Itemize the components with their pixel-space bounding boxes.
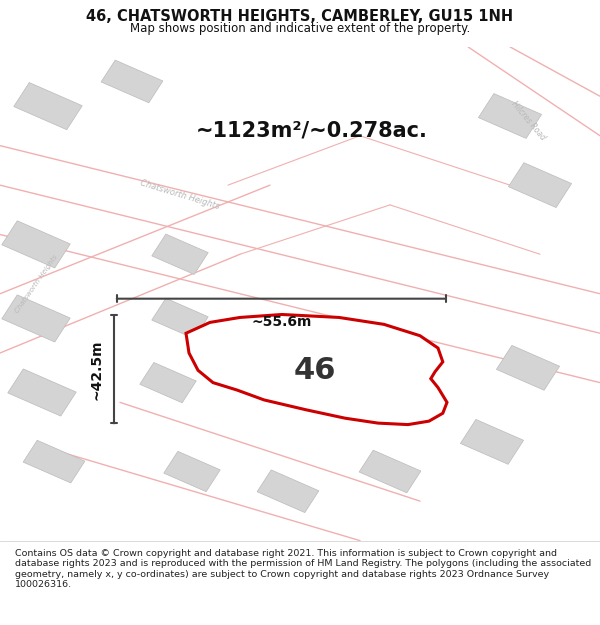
Polygon shape: [186, 314, 447, 424]
Bar: [2, 295, 70, 342]
Bar: [496, 346, 560, 390]
Text: ~55.6m: ~55.6m: [251, 316, 311, 329]
Bar: [8, 369, 76, 416]
Text: ~1123m²/~0.278ac.: ~1123m²/~0.278ac.: [196, 121, 428, 141]
Bar: [359, 450, 421, 493]
Bar: [101, 60, 163, 102]
Bar: [23, 440, 85, 483]
Text: Contains OS data © Crown copyright and database right 2021. This information is : Contains OS data © Crown copyright and d…: [15, 549, 591, 589]
Bar: [478, 94, 542, 138]
Bar: [164, 451, 220, 492]
Bar: [460, 419, 524, 464]
Text: 46: 46: [294, 356, 336, 385]
Bar: [152, 234, 208, 274]
Bar: [152, 298, 208, 339]
Text: 46, CHATSWORTH HEIGHTS, CAMBERLEY, GU15 1NH: 46, CHATSWORTH HEIGHTS, CAMBERLEY, GU15 …: [86, 9, 514, 24]
Bar: [2, 221, 70, 268]
Bar: [140, 362, 196, 403]
Bar: [257, 470, 319, 512]
Bar: [269, 338, 331, 388]
Text: ~42.5m: ~42.5m: [89, 339, 103, 399]
Text: Chatsworth Heights: Chatsworth Heights: [139, 179, 221, 211]
Bar: [14, 82, 82, 130]
Text: Hilcres Road: Hilcres Road: [509, 100, 547, 142]
Text: Chatsworth Heights: Chatsworth Heights: [14, 254, 58, 314]
Text: Map shows position and indicative extent of the property.: Map shows position and indicative extent…: [130, 22, 470, 35]
Bar: [508, 162, 572, 208]
